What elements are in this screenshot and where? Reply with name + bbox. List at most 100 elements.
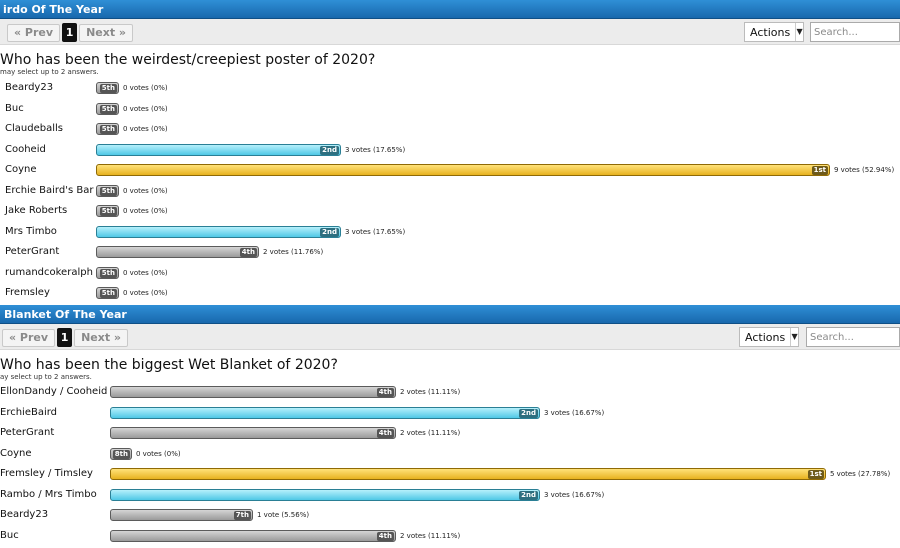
rank-badge: 2nd [320,227,339,237]
vote-bar: 2nd [96,143,341,156]
rank-badge: 8th [112,449,130,459]
vote-count: 3 votes (17.65%) [345,145,406,154]
prev-page-button[interactable]: « Prev [7,23,61,42]
rank-badge: 1st [807,470,824,479]
poll-option-label: Claudeballs [5,123,63,134]
poll-option-label: PeterGrant [0,427,55,438]
poll-option-label: Rambo / Mrs Timbo [0,488,97,500]
poll-toolbar: « Prev 1 Next » Actions ▼ [0,324,900,350]
prev-page-button[interactable]: « Prev [2,328,56,347]
rank-badge: 5th [99,84,117,93]
rank-badge: 5th [99,104,117,114]
poll-option-label: Erchie Baird's Bar [5,184,94,196]
chevron-down-icon: ▼ [790,328,798,346]
rank-badge: 2nd [320,145,339,155]
poll-option-label: EllonDandy / Cooheid [0,386,108,397]
vote-count: 3 votes (17.65%) [345,227,406,236]
search-input[interactable] [806,327,900,347]
vote-bar: 5th [96,123,119,135]
vote-count: 9 votes (52.94%) [834,166,895,174]
vote-bar: 4th [110,427,396,439]
rank-badge: 5th [99,186,117,196]
actions-label: Actions [750,25,791,39]
vote-count: 0 votes (0%) [136,449,181,458]
poll-option-row: PeterGrant 4th 2 votes (11.76%) [0,242,900,263]
vote-bar: 5th [96,102,119,115]
rank-badge: 4th [376,531,394,541]
vote-bar: 4th [110,386,396,398]
rank-badge: 1st [811,166,828,175]
rank-badge: 4th [239,248,257,257]
poll-option-label: ErchieBaird [0,406,58,418]
rank-badge: 5th [99,289,117,298]
section-header: irdo Of The Year [0,0,900,19]
poll-results: EllonDandy / Cooheid 4th 2 votes (11.11%) E… [0,382,900,546]
vote-bar: 2nd [110,406,540,419]
current-page-indicator[interactable]: 1 [57,328,73,347]
poll-option-row: Claudeballs 5th 0 votes (0%) [0,119,900,140]
next-page-button[interactable]: Next » [74,328,129,347]
poll-option-label: Jake Roberts [5,205,68,216]
vote-count: 0 votes (0%) [123,186,168,195]
poll-option-row: ErchieBaird 2nd 3 votes (16.67%) [0,403,900,424]
rank-badge: 5th [99,207,117,216]
vote-bar: 4th [96,246,259,258]
vote-count: 0 votes (0%) [123,207,168,215]
actions-dropdown[interactable]: Actions ▼ [739,327,799,347]
rank-badge: 2nd [519,490,538,500]
vote-count: 0 votes (0%) [123,289,168,297]
rank-badge: 5th [99,125,117,134]
vote-bar: 2nd [110,488,540,501]
poll-option-label: Fremsley / Timsley [0,468,93,479]
poll-question: Who has been the biggest Wet Blanket of … [0,357,338,373]
vote-bar: 1st [96,164,830,176]
poll-option-row: Buc 5th 0 votes (0%) [0,99,900,120]
vote-count: 2 votes (11.11%) [400,531,461,540]
vote-count: 0 votes (0%) [123,268,168,277]
pagination: « Prev 1 Next » [7,23,135,42]
poll-option-row: Coyne 1st 9 votes (52.94%) [0,160,900,181]
vote-bar: 5th [96,266,119,279]
poll-results: Beardy23 5th 0 votes (0%) Buc 5th 0 votes (0%… [0,78,900,304]
section-title: Blanket Of The Year [4,308,127,321]
poll-option-row: Fremsley 5th 0 votes (0%) [0,283,900,304]
actions-label: Actions [745,330,786,344]
poll-section-wet-blanket: Blanket Of The Year « Prev 1 Next » Acti… [0,305,900,546]
current-page-indicator[interactable]: 1 [62,23,78,42]
poll-option-label: Buc [5,102,24,114]
poll-note: may select up to 2 answers. [0,68,99,76]
rank-badge: 5th [99,268,117,278]
actions-dropdown[interactable]: Actions ▼ [744,22,804,42]
poll-toolbar: « Prev 1 Next » Actions ▼ [0,19,900,45]
poll-option-row: Cooheid 2nd 3 votes (17.65%) [0,140,900,161]
poll-option-row: Beardy23 5th 0 votes (0%) [0,78,900,99]
poll-option-label: rumandcokeralph [5,266,93,278]
poll-option-row: Jake Roberts 5th 0 votes (0%) [0,201,900,222]
poll-option-row: Erchie Baird's Bar 5th 0 votes (0%) [0,181,900,202]
next-page-button[interactable]: Next » [79,23,134,42]
vote-bar: 7th [110,509,253,521]
poll-option-row: EllonDandy / Cooheid 4th 2 votes (11.11%) [0,382,900,403]
search-input[interactable] [810,22,900,42]
poll-option-label: Fremsley [5,287,50,298]
rank-badge: 2nd [519,408,538,418]
poll-option-row: Rambo / Mrs Timbo 2nd 3 votes (16.67%) [0,485,900,506]
vote-count: 3 votes (16.67%) [544,490,605,499]
rank-badge: 4th [376,429,394,438]
poll-option-label: PeterGrant [5,246,60,257]
vote-bar: 8th [110,447,132,460]
rank-badge: 4th [376,388,394,397]
vote-count: 2 votes (11.11%) [400,388,461,396]
poll-option-row: PeterGrant 4th 2 votes (11.11%) [0,423,900,444]
poll-option-label: Coyne [5,164,37,175]
poll-option-label: Cooheid [5,143,46,155]
poll-question: Who has been the weirdest/creepiest post… [0,52,376,68]
vote-count: 5 votes (27.78%) [830,470,891,478]
poll-option-row: Coyne 8th 0 votes (0%) [0,444,900,465]
poll-option-row: Beardy23 7th 1 vote (5.56%) [0,505,900,526]
vote-count: 0 votes (0%) [123,125,168,133]
poll-option-label: Mrs Timbo [5,225,57,237]
poll-note: ay select up to 2 answers. [0,373,92,381]
poll-option-row: Fremsley / Timsley 1st 5 votes (27.78%) [0,464,900,485]
poll-option-label: Buc [0,529,19,541]
